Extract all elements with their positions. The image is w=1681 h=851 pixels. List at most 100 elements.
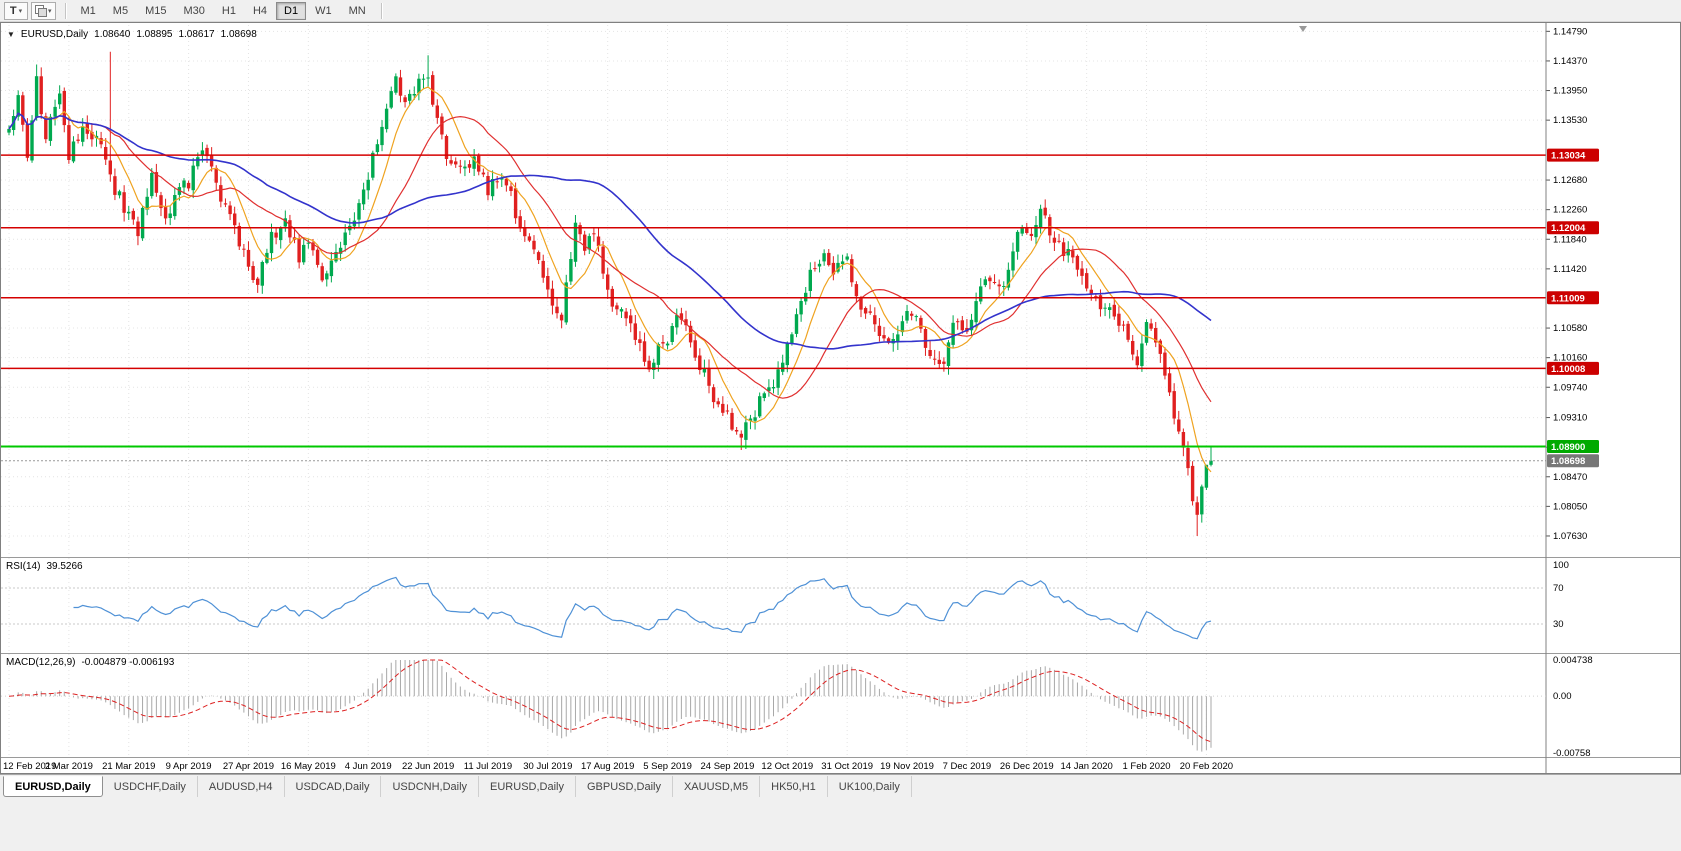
timeframe-button-m5[interactable]: M5	[112, 4, 129, 17]
price-badge-label: 1.10008	[1551, 364, 1585, 375]
price-tick-label: 1.12680	[1553, 175, 1587, 186]
ma-line-20	[8, 112, 1212, 403]
timeframe-button-w1[interactable]: W1	[315, 4, 332, 17]
chart-tab-4[interactable]: USDCNH,Daily	[381, 776, 480, 797]
collapse-icon[interactable]: ▼	[7, 30, 15, 39]
price-tick-label: 1.10160	[1553, 353, 1587, 364]
ohlc-low: 1.08617	[178, 29, 215, 40]
timeframe-button-m30[interactable]: M30	[183, 4, 205, 17]
date-label: 5 Sep 2019	[643, 761, 692, 772]
timeframe-button-m1[interactable]: M1	[80, 4, 96, 17]
ohlc-open: 1.08640	[94, 29, 131, 40]
price-badge-label: 1.08900	[1551, 442, 1585, 453]
chart-symbol-timeframe: EURUSD,Daily	[20, 29, 89, 40]
rsi-tick-label: 30	[1553, 619, 1564, 630]
date-label: 30 Jul 2019	[523, 761, 572, 772]
price-tick-label: 1.10580	[1553, 323, 1587, 334]
timeframe-button-m15[interactable]: M15	[145, 4, 167, 17]
macd-tick-label: 0.004738	[1553, 655, 1593, 666]
rsi-name: RSI(14)	[6, 561, 41, 572]
toolbar-separator	[64, 2, 67, 19]
date-label: 9 Apr 2019	[166, 761, 212, 772]
macd-histogram	[13, 660, 1212, 752]
price-tick-label: 1.09740	[1553, 382, 1587, 393]
date-label: 31 Oct 2019	[821, 761, 873, 772]
chart-tab-3[interactable]: USDCAD,Daily	[285, 776, 382, 797]
date-label: 12 Oct 2019	[761, 761, 813, 772]
layered-windows-icon	[35, 5, 47, 17]
timeframe-group: M1 M5 M15 M30 H1 H4 D1 W1 MN	[73, 1, 375, 20]
rsi-tick-label: 100	[1553, 560, 1569, 571]
tools-button[interactable]: T ▾	[4, 1, 28, 20]
price-badge-label: 1.12004	[1551, 223, 1586, 234]
chart-tab-6[interactable]: GBPUSD,Daily	[576, 776, 673, 797]
price-badge-label: 1.11009	[1551, 293, 1585, 304]
chevron-down-icon: ▾	[48, 7, 52, 15]
price-tick-label: 1.08050	[1553, 501, 1587, 512]
ma-line-50	[8, 112, 1212, 350]
chart-window: 12 Feb 2019 2 Mar 2019 21 Mar 2019 9 Apr 20…	[0, 22, 1681, 774]
ohlc-high: 1.08895	[136, 29, 173, 40]
ohlc-close: 1.08698	[220, 29, 257, 40]
rsi-tick-label: 70	[1553, 583, 1564, 594]
price-badge: 1.12004	[1547, 221, 1599, 235]
timeframe-button-d1[interactable]: D1	[276, 1, 307, 20]
date-label: 2 Mar 2019	[45, 761, 93, 772]
date-label: 11 Jul 2019	[464, 761, 512, 772]
price-tick-label: 1.08470	[1553, 472, 1587, 483]
chart-tab-0[interactable]: EURUSD,Daily	[3, 776, 103, 797]
date-label: 24 Sep 2019	[700, 761, 754, 772]
macd-tick-label: 0.00	[1553, 691, 1572, 702]
macd-signal-line	[8, 659, 1212, 743]
tools-button-label: T	[9, 4, 17, 17]
chart-objects-button[interactable]: ▾	[31, 1, 56, 20]
price-tick-label: 1.07630	[1553, 531, 1587, 542]
bottom-filler	[0, 798, 1681, 851]
toolbar-separator	[380, 2, 383, 19]
date-label: 17 Aug 2019	[581, 761, 634, 772]
date-label: 4 Jun 2019	[345, 761, 392, 772]
chart-tab-2[interactable]: AUDUSD,H4	[198, 776, 285, 797]
price-badge: 1.08698	[1547, 454, 1599, 468]
price-tick-label: 1.13530	[1553, 115, 1587, 126]
macd-label: MACD(12,26,9) -0.004879 -0.006193	[6, 657, 174, 668]
rsi-line	[73, 576, 1212, 640]
date-label: 14 Jan 2020	[1061, 761, 1113, 772]
price-tick-label: 1.14370	[1553, 56, 1587, 67]
tab-bar: EURUSD,Daily USDCHF,Daily AUDUSD,H4 USDCAD,…	[0, 774, 1681, 798]
chart-header: ▼ EURUSD,Daily 1.08640 1.08895 1.08617 1…	[7, 29, 257, 40]
chart-tab-5[interactable]: EURUSD,Daily	[479, 776, 576, 797]
date-label: 26 Dec 2019	[1000, 761, 1054, 772]
date-label: 7 Dec 2019	[943, 761, 992, 772]
chevron-down-icon: ▾	[18, 7, 23, 15]
price-tick-label: 1.13950	[1553, 86, 1587, 97]
price-badge: 1.08900	[1547, 440, 1599, 453]
macd-values: -0.004879 -0.006193	[81, 657, 175, 668]
rsi-label: RSI(14) 39.5266	[6, 561, 83, 572]
chart-tab-9[interactable]: UK100,Daily	[828, 776, 912, 797]
chart-tab-1[interactable]: USDCHF,Daily	[103, 776, 198, 797]
price-badge-label: 1.08698	[1551, 456, 1585, 467]
price-tick-label: 1.14790	[1553, 26, 1587, 37]
date-label: 16 May 2019	[281, 761, 336, 772]
date-label: 21 Mar 2019	[102, 761, 155, 772]
date-label: 1 Feb 2020	[1122, 761, 1170, 772]
timeframe-button-h4[interactable]: H4	[252, 4, 268, 17]
timeframe-button-h1[interactable]: H1	[221, 4, 236, 17]
timeframe-button-mn[interactable]: MN	[348, 4, 366, 17]
ma-line-8	[8, 86, 1212, 473]
date-label: 27 Apr 2019	[223, 761, 274, 772]
price-badge: 1.13034	[1547, 148, 1599, 162]
chart-tab-7[interactable]: XAUUSD,M5	[673, 776, 761, 797]
price-badge: 1.10008	[1547, 361, 1599, 375]
price-tick-label: 1.11840	[1553, 234, 1587, 245]
price-badge: 1.11009	[1547, 291, 1599, 305]
toolbar: T ▾ ▾ M1 M5 M15 M30 H1 H4 D1 W1 MN	[0, 0, 1681, 22]
price-tick-label: 1.09310	[1553, 413, 1587, 424]
macd-tick-label: -0.00758	[1553, 748, 1591, 759]
price-tick-label: 1.11420	[1553, 264, 1587, 275]
chart-tab-8[interactable]: HK50,H1	[760, 776, 828, 797]
price-tick-label: 1.12260	[1553, 205, 1587, 216]
chart-shift-marker[interactable]	[1299, 26, 1307, 32]
